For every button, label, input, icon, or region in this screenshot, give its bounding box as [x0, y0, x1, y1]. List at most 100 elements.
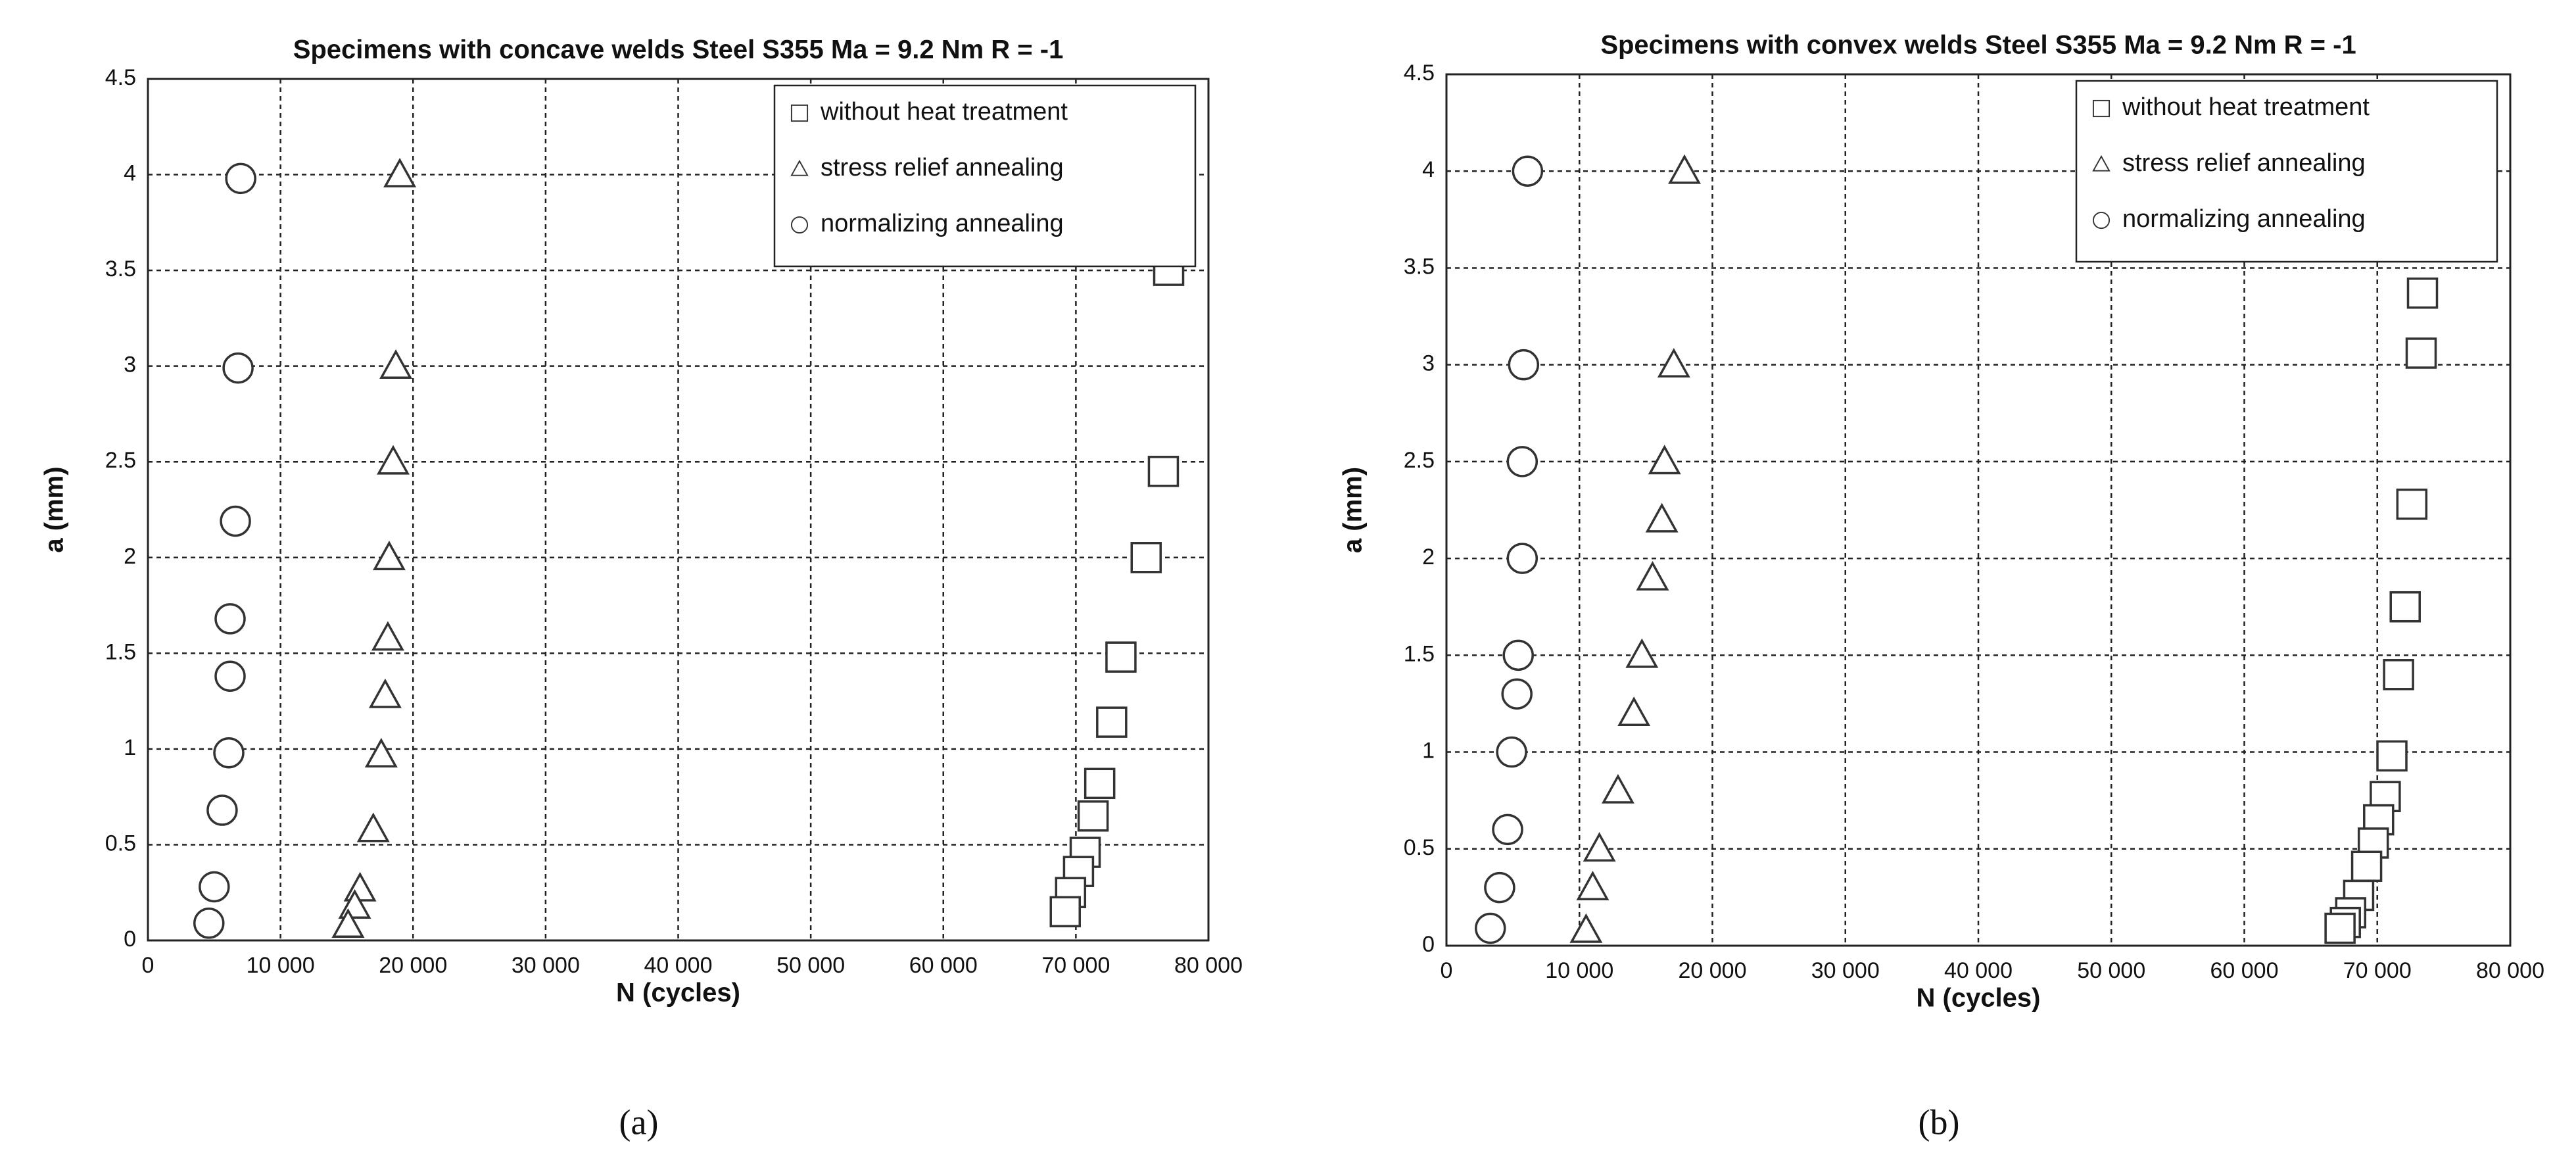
marker-triangle: [1617, 696, 1651, 727]
marker-triangle: [790, 159, 809, 176]
legend-box: [773, 84, 1197, 268]
marker-circle: [1502, 639, 1534, 671]
marker-square: [2383, 659, 2414, 691]
x-tick-label: 0: [1441, 958, 1453, 983]
y-tick-label: 0.5: [105, 831, 136, 856]
marker-circle: [225, 162, 256, 195]
marker-triangle: [377, 445, 410, 475]
series: [1474, 155, 1544, 944]
x-axis-label: N (cycles): [1917, 984, 2041, 1013]
marker-square: [2324, 912, 2356, 944]
y-tick-label: 0: [124, 927, 136, 952]
x-tick-label: 20 000: [379, 953, 447, 978]
marker-square: [1147, 456, 1180, 487]
y-tick-label: 2: [1422, 545, 1435, 570]
x-tick-label: 80 000: [1174, 953, 1243, 978]
marker-triangle: [1569, 913, 1603, 943]
marker-circle: [1474, 912, 1506, 944]
legend-label: normalizing annealing: [821, 210, 1064, 237]
plot-frame: [147, 78, 1210, 942]
marker-circle: [193, 908, 225, 939]
x-tick-label: 0: [142, 953, 155, 978]
y-tick-label: 1.5: [105, 639, 136, 664]
marker-circle: [2092, 211, 2111, 230]
y-tick-label: 1: [1422, 739, 1435, 764]
marker-triangle: [371, 621, 404, 651]
marker-circle: [214, 660, 246, 692]
x-tick-label: 30 000: [1811, 958, 1880, 983]
y-tick-label: 0.5: [1404, 835, 1435, 860]
legend-box: [2075, 80, 2498, 263]
y-tick-label: 3: [1422, 351, 1435, 376]
x-tick-label: 70 000: [1041, 953, 1110, 978]
marker-square: [2092, 99, 2111, 118]
marker-triangle: [383, 157, 417, 187]
x-tick-label: 70 000: [2343, 958, 2412, 983]
marker-triangle: [1625, 638, 1659, 668]
marker-square: [2389, 591, 2421, 623]
marker-triangle: [1636, 560, 1669, 591]
marker-circle: [1512, 155, 1544, 187]
legend-label: stress relief annealing: [2122, 149, 2366, 177]
chart-panel: Specimens with convex welds Steel S355 M…: [1339, 31, 2544, 1142]
series: [193, 162, 256, 939]
marker-square: [1105, 641, 1137, 673]
marker-square: [2350, 850, 2383, 883]
marker-square: [2406, 277, 2439, 309]
marker-circle: [790, 216, 809, 234]
series: [2324, 157, 2446, 944]
x-tick-label: 60 000: [909, 953, 978, 978]
marker-triangle: [1583, 832, 1616, 862]
marker-circle: [1484, 871, 1515, 904]
legend-label: without heat treatment: [2122, 93, 2370, 121]
x-tick-label: 10 000: [1545, 958, 1613, 983]
y-tick-label: 4.5: [1404, 61, 1435, 85]
chart-title: Specimens with convex welds Steel S355 M…: [1600, 31, 2356, 60]
y-tick-label: 2.5: [1404, 448, 1435, 473]
y-tick-label: 0: [1422, 932, 1435, 957]
marker-triangle: [1576, 871, 1610, 901]
y-tick-label: 2: [124, 544, 136, 569]
marker-circle: [213, 737, 245, 769]
marker-circle: [1506, 543, 1538, 574]
y-tick-label: 4: [124, 161, 136, 186]
series: [1569, 154, 1702, 943]
marker-square: [2396, 488, 2428, 520]
y-tick-label: 3: [124, 352, 136, 377]
y-axis-label: a (mm): [1339, 467, 1368, 553]
x-tick-label: 20 000: [1679, 958, 1747, 983]
x-tick-label: 80 000: [2476, 958, 2544, 983]
marker-circle: [214, 603, 246, 635]
marker-triangle: [1645, 502, 1679, 533]
series: [1049, 158, 1191, 928]
x-tick-label: 30 000: [512, 953, 580, 978]
marker-square: [1096, 706, 1128, 738]
y-tick-label: 4: [1422, 157, 1435, 182]
marker-triangle: [2092, 155, 2111, 172]
marker-circle: [1501, 678, 1533, 710]
x-axis-label: N (cycles): [616, 979, 740, 1008]
marker-square: [1049, 896, 1081, 928]
x-tick-label: 40 000: [1944, 958, 2013, 983]
y-tick-label: 3.5: [105, 256, 136, 281]
marker-square: [2405, 337, 2437, 369]
marker-circle: [1496, 736, 1527, 768]
legend: without heat treatment stress relief anne…: [773, 84, 1197, 268]
marker-triangle: [1668, 154, 1702, 184]
x-tick-label: 60 000: [2210, 958, 2279, 983]
marker-triangle: [1648, 445, 1681, 475]
marker-triangle: [379, 349, 413, 379]
y-tick-label: 1: [124, 735, 136, 760]
marker-square: [1084, 767, 1116, 800]
legend-label: without heat treatment: [820, 98, 1068, 126]
marker-square: [2376, 740, 2408, 772]
x-tick-label: 40 000: [644, 953, 713, 978]
marker-square: [1130, 542, 1162, 573]
marker-circle: [222, 352, 254, 384]
marker-triangle: [372, 541, 406, 571]
marker-circle: [1492, 814, 1523, 846]
marker-triangle: [364, 738, 398, 767]
y-axis-label: a (mm): [40, 466, 69, 552]
y-tick-label: 4.5: [105, 65, 136, 90]
